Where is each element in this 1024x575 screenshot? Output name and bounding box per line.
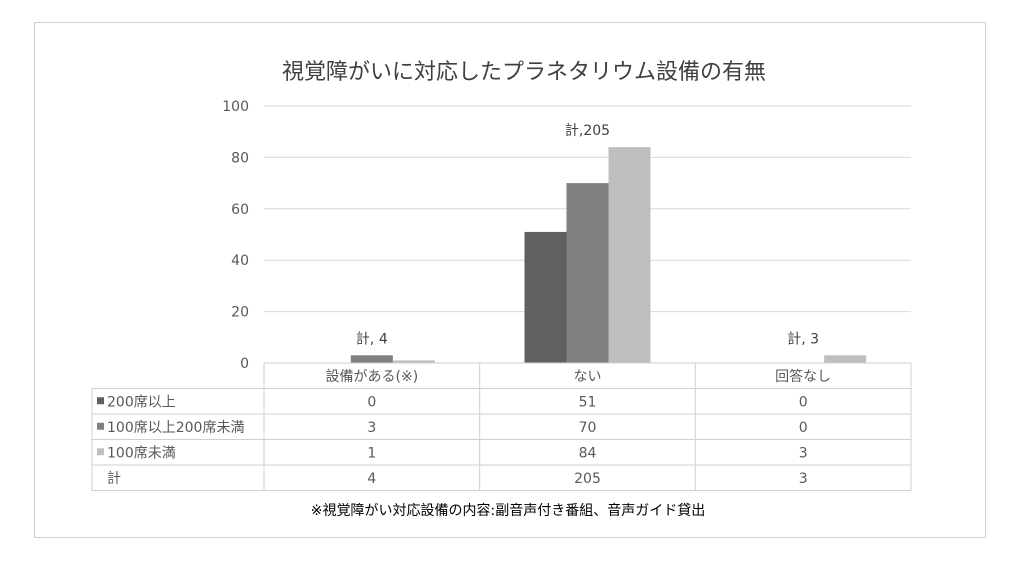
- bars: [350, 147, 867, 363]
- y-tick-label: 80: [231, 150, 249, 166]
- total-data-label: 計, 4: [356, 331, 388, 347]
- table-cell: 0: [367, 394, 376, 410]
- table-cell: 3: [367, 420, 376, 436]
- category-label: ない: [574, 369, 602, 385]
- chart-title: 視覚障がいに対応したプラネタリウム設備の有無: [282, 60, 766, 85]
- y-axis-ticks: 0 20 40 60 80 100: [222, 99, 249, 372]
- series-name: 200席以上: [107, 394, 176, 410]
- y-tick-label: 60: [231, 202, 249, 218]
- bar: [524, 231, 567, 363]
- table-cell: 3: [799, 471, 808, 487]
- table-cell: 0: [799, 420, 808, 436]
- series-name: 100席未満: [107, 445, 176, 461]
- legend-key: [97, 397, 104, 405]
- table-cell: 3: [799, 445, 808, 461]
- total-data-label: 計,205: [565, 123, 610, 139]
- category-label: 回答なし: [775, 368, 831, 385]
- chart-frame: 視覚障がいに対応したプラネタリウム設備の有無 0 20 40 60 80 100 計, 4…: [34, 22, 986, 538]
- bar: [824, 355, 867, 363]
- legend-key: [97, 448, 104, 456]
- table-cell: 51: [579, 394, 597, 410]
- table-cell: 0: [799, 394, 808, 410]
- table-cell: 205: [574, 471, 601, 487]
- bar: [566, 183, 609, 363]
- legend-key: [97, 422, 104, 430]
- table-cell: 1: [367, 445, 376, 461]
- bar: [350, 355, 393, 363]
- series-name: 100席以上200席未満: [107, 420, 244, 436]
- y-tick-label: 40: [231, 253, 249, 269]
- data-labels: 計, 4 計,205 計, 3: [356, 123, 819, 347]
- category-label: 設備がある(※): [326, 369, 419, 385]
- table-cell: 84: [579, 445, 597, 461]
- footnote: ※視覚障がい対応設備の内容:副音声付き番組、音声ガイド貸出: [311, 502, 705, 519]
- table-cell: 4: [367, 471, 376, 487]
- table-cell: 70: [579, 420, 597, 436]
- data-table: 設備がある(※) ない 回答なし 200席以上 0 51 0 100席以上200席未満 3 70 0…: [91, 362, 912, 491]
- y-tick-label: 20: [231, 305, 249, 321]
- y-tick-label: 100: [222, 99, 249, 115]
- bar: [608, 147, 651, 363]
- bar: [392, 360, 435, 363]
- totals-label: 計: [107, 471, 121, 487]
- y-tick-label: 0: [240, 356, 249, 372]
- total-data-label: 計, 3: [787, 331, 819, 347]
